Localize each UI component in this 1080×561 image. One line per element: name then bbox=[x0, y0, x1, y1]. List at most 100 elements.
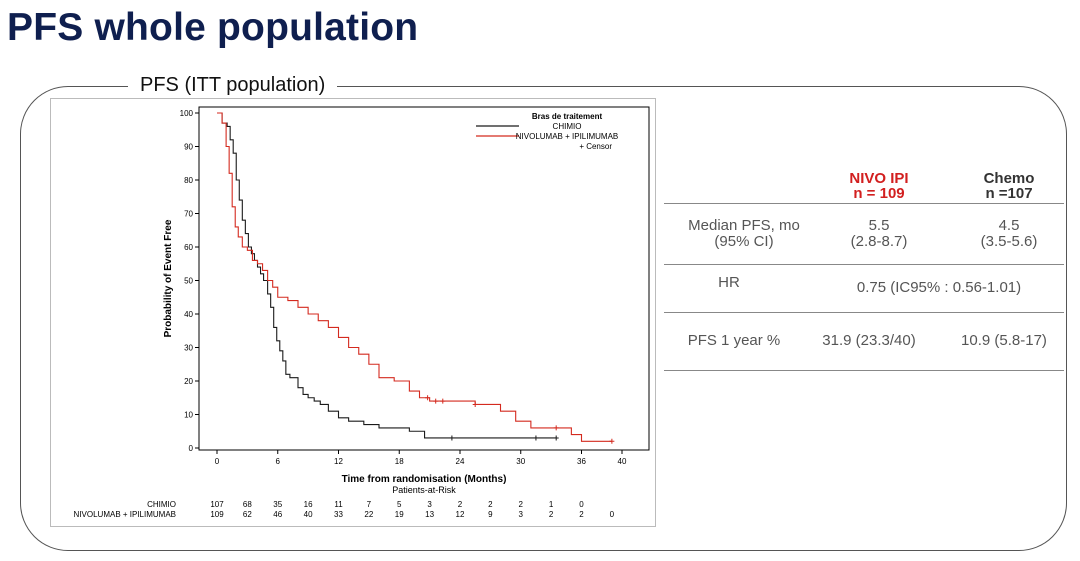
col-chemo-name: Chemo bbox=[983, 170, 1035, 187]
risk-value: 2 bbox=[458, 500, 463, 509]
risk-value: 40 bbox=[304, 510, 313, 519]
risk-value: 12 bbox=[456, 510, 465, 519]
censor-mark bbox=[553, 425, 559, 431]
risk-value: 33 bbox=[334, 510, 343, 519]
median-chemo-line1: 4.5 bbox=[998, 217, 1020, 234]
censor-mark bbox=[553, 435, 559, 441]
legend-title: Bras de traitement bbox=[532, 112, 603, 121]
censor-mark bbox=[609, 438, 615, 444]
risk-value: 5 bbox=[397, 500, 402, 509]
censor-mark bbox=[440, 398, 446, 404]
y-tick-label: 20 bbox=[184, 377, 193, 386]
plot-frame bbox=[198, 106, 650, 451]
y-tick-label: 100 bbox=[180, 109, 194, 118]
col-chemo-n: n =107 bbox=[985, 185, 1033, 202]
risk-row-label: NIVOLUMAB + IPILIMUMAB bbox=[74, 510, 176, 519]
risk-value: 13 bbox=[425, 510, 434, 519]
risk-value: 46 bbox=[273, 510, 282, 519]
risk-value: 2 bbox=[519, 500, 524, 509]
slide-title: PFS whole population bbox=[7, 6, 419, 49]
panel-frame bbox=[20, 86, 1067, 551]
legend-entry: NIVOLUMAB + IPILIMUMAB bbox=[516, 132, 618, 141]
risk-value: 2 bbox=[549, 510, 554, 519]
median-nivo-line1: 5.5 bbox=[868, 217, 890, 234]
risk-value: 107 bbox=[210, 500, 224, 509]
col-nivo-n: n = 109 bbox=[853, 185, 905, 202]
x-tick-label: 18 bbox=[395, 457, 404, 466]
series-group bbox=[217, 112, 615, 444]
km-chart: 0 10 20 30 40 50 60 70 80 90 100 0 6 12 18 24 30 36 40 Time… bbox=[50, 98, 656, 527]
median-chemo-line2: (3.5-5.6) bbox=[980, 233, 1038, 250]
x-tick-label: 40 bbox=[618, 457, 627, 466]
censor-mark bbox=[472, 401, 478, 407]
median-chemo-value: 4.5 (3.5-5.6) bbox=[954, 218, 1064, 250]
censor-mark bbox=[533, 435, 539, 441]
y-tick-label: 40 bbox=[184, 310, 193, 319]
axes: 0 10 20 30 40 50 60 70 80 90 100 0 6 12 18 24 30 36 40 Time… bbox=[163, 106, 650, 485]
risk-value: 7 bbox=[367, 500, 372, 509]
row-label-median: Median PFS, mo (95% CI) bbox=[664, 218, 824, 250]
row-label-pfs1y: PFS 1 year % bbox=[687, 332, 781, 349]
legend-entry: CHIMIO bbox=[553, 122, 582, 131]
col-header-chemo: Chemo n =107 bbox=[954, 171, 1064, 201]
x-tick-label: 6 bbox=[276, 457, 281, 466]
risk-value: 16 bbox=[304, 500, 313, 509]
risk-value: 2 bbox=[579, 510, 584, 519]
y-tick-label: 10 bbox=[184, 411, 193, 420]
median-nivo-value: 5.5 (2.8-8.7) bbox=[824, 218, 934, 250]
risk-value: 35 bbox=[273, 500, 282, 509]
risk-value: 109 bbox=[210, 510, 224, 519]
x-tick-label: 30 bbox=[516, 457, 525, 466]
y-tick-label: 90 bbox=[184, 143, 193, 152]
y-tick-label: 30 bbox=[184, 344, 193, 353]
risk-value: 9 bbox=[488, 510, 493, 519]
table-divider bbox=[664, 312, 1064, 313]
y-tick-label: 0 bbox=[189, 444, 194, 453]
row-label-hr: HR bbox=[718, 274, 740, 291]
hr-value: 0.75 (IC95% : 0.56-1.01) bbox=[856, 279, 1022, 296]
risk-value: 11 bbox=[334, 500, 343, 509]
y-tick-label: 70 bbox=[184, 210, 193, 219]
x-axis-label: Time from randomisation (Months) bbox=[342, 474, 507, 485]
x-tick-label: 12 bbox=[334, 457, 343, 466]
x-tick-label: 24 bbox=[456, 457, 465, 466]
median-nivo-line2: (2.8-8.7) bbox=[850, 233, 908, 250]
y-tick-label: 60 bbox=[184, 243, 193, 252]
pfs1y-nivo-value: 31.9 (23.3/40) bbox=[822, 332, 916, 349]
y-tick-label: 50 bbox=[184, 277, 193, 286]
col-header-nivo: NIVO IPI n = 109 bbox=[824, 171, 934, 201]
risk-value: 0 bbox=[610, 510, 615, 519]
risk-value: 62 bbox=[243, 510, 252, 519]
median-label-line2: (95% CI) bbox=[714, 233, 774, 250]
series-line-1 bbox=[217, 112, 612, 442]
series-line-0 bbox=[217, 112, 557, 439]
censor-mark bbox=[425, 395, 431, 401]
censor-mark bbox=[433, 398, 439, 404]
risk-value: 2 bbox=[488, 500, 493, 509]
risk-value: 22 bbox=[364, 510, 373, 519]
risk-value: 3 bbox=[427, 500, 432, 509]
y-axis-label: Probability of Event Free bbox=[163, 219, 174, 337]
risk-value: 68 bbox=[243, 500, 252, 509]
risk-value: 1 bbox=[549, 500, 554, 509]
risk-table-title: Patients-at-Risk bbox=[392, 485, 456, 495]
table-divider bbox=[664, 203, 1064, 204]
legend-entry: + Censor bbox=[579, 142, 612, 151]
risk-row-label: CHIMIO bbox=[147, 500, 176, 509]
censor-mark bbox=[449, 435, 455, 441]
risk-value: 0 bbox=[579, 500, 584, 509]
x-tick-label: 0 bbox=[215, 457, 220, 466]
table-divider bbox=[664, 370, 1064, 371]
y-tick-label: 80 bbox=[184, 176, 193, 185]
table-divider bbox=[664, 264, 1064, 265]
x-tick-label: 36 bbox=[577, 457, 586, 466]
panel-label: PFS (ITT population) bbox=[128, 74, 338, 97]
median-label-line1: Median PFS, mo bbox=[688, 217, 800, 234]
pfs1y-chemo-value: 10.9 (5.8-17) bbox=[961, 332, 1047, 349]
risk-value: 19 bbox=[395, 510, 404, 519]
col-nivo-name: NIVO IPI bbox=[849, 170, 909, 187]
risk-value: 3 bbox=[519, 510, 524, 519]
